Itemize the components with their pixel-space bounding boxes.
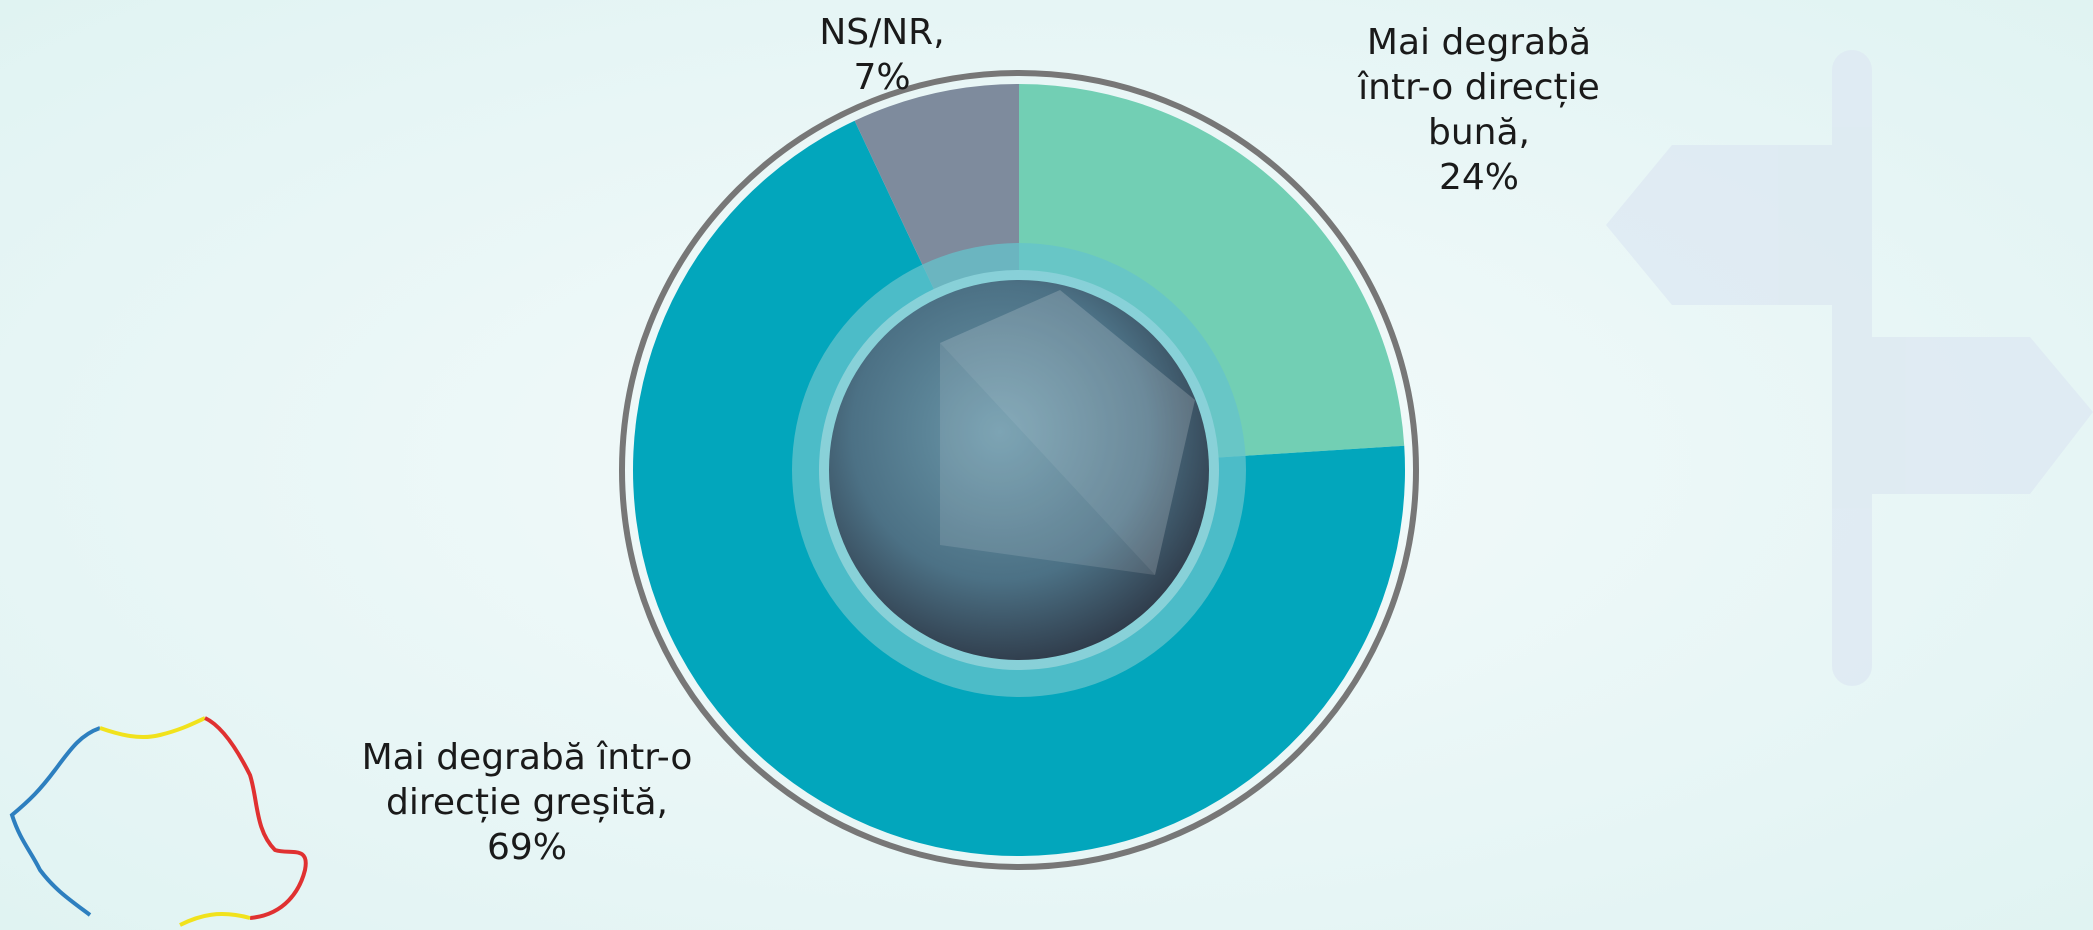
slice-label: Mai degrabă într-o direcție greșită, 69% — [357, 735, 697, 870]
value-label: 69% — [486, 827, 567, 868]
gem-facet — [940, 343, 1155, 575]
value-label: 7% — [853, 57, 911, 98]
category-label: Mai degrabă într-o direcție bună, — [1358, 22, 1600, 153]
signpost — [1606, 50, 2093, 686]
slice — [1019, 84, 1405, 458]
category-label: NS/NR, — [819, 12, 945, 53]
slice — [854, 84, 1019, 290]
slice-label: NS/NR, 7% — [792, 10, 972, 100]
map-outline — [9, 716, 308, 927]
value-label: 24% — [1438, 157, 1519, 198]
category-label: Mai degrabă într-o direcție greșită, — [361, 737, 693, 823]
gem — [829, 280, 1209, 660]
slice — [633, 120, 1405, 857]
gem-facet — [940, 290, 1195, 575]
slice-label: Mai degrabă într-o direcție bună, 24% — [1329, 20, 1629, 200]
outer-ring — [619, 70, 1419, 870]
